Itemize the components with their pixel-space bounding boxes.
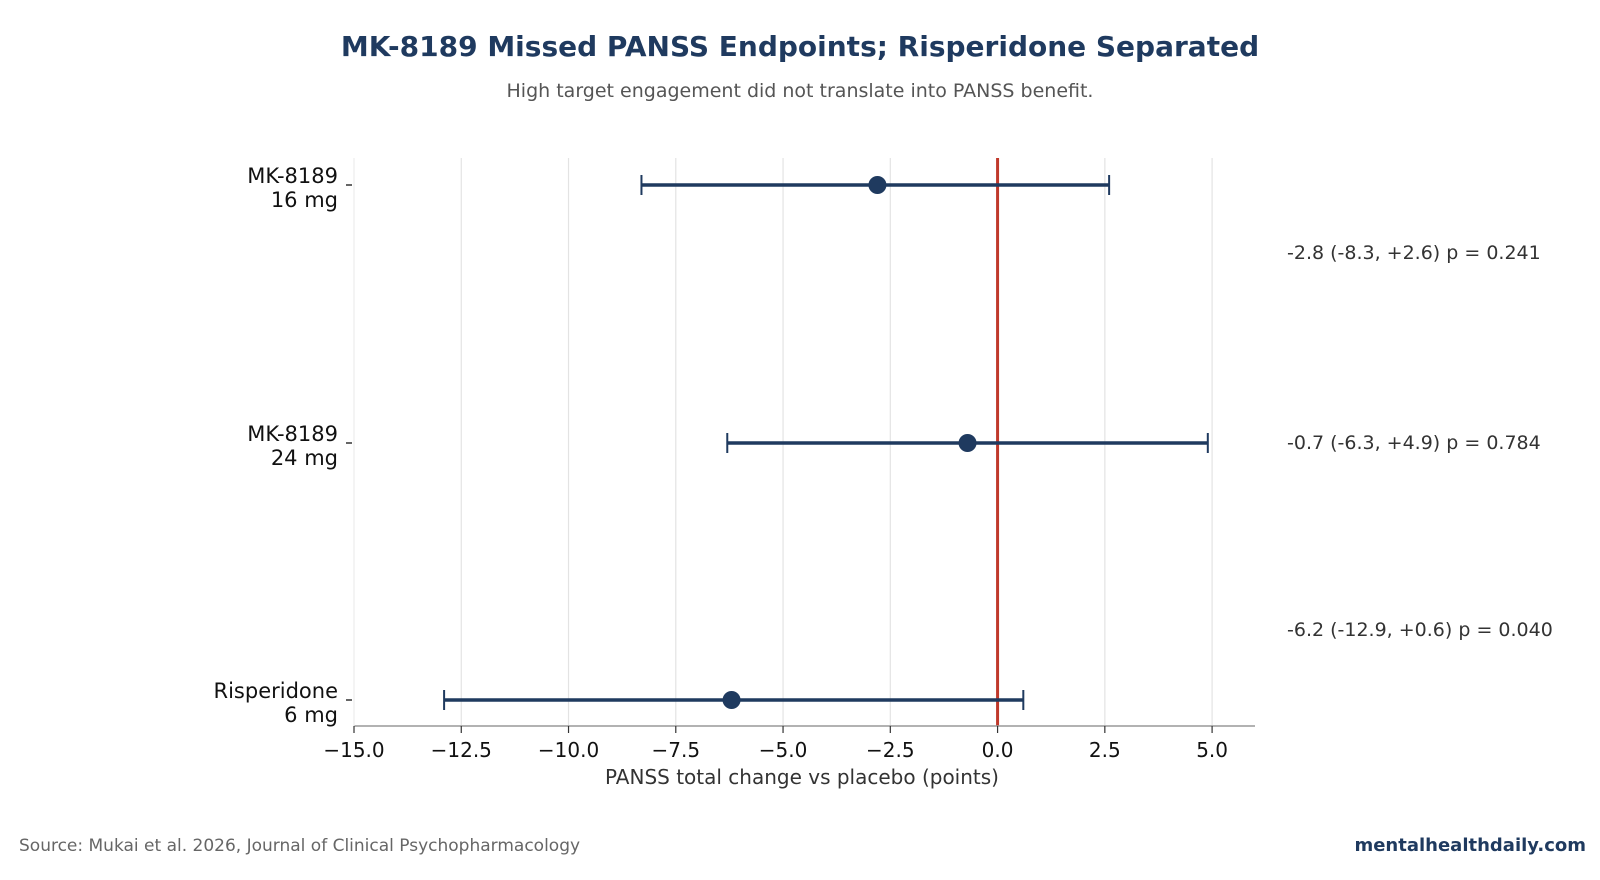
x-tick-label-5: −2.5 bbox=[866, 738, 915, 762]
brand-link[interactable]: mentalhealthdaily.com bbox=[1354, 835, 1586, 856]
source-note: Source: Mukai et al. 2026, Journal of Cl… bbox=[19, 836, 581, 856]
x-tick-label-0: −15.0 bbox=[323, 738, 384, 762]
estimate-point-0 bbox=[868, 176, 887, 194]
x-axis-label: PANSS total change vs placebo (points) bbox=[605, 765, 999, 789]
row-label-line1-2: Risperidone bbox=[214, 679, 339, 703]
row-label-line1-1: MK-8189 bbox=[247, 422, 338, 446]
row-annotation-1: -0.7 (-6.3, +4.9) p = 0.784 bbox=[1287, 432, 1541, 454]
x-tick-label-4: −5.0 bbox=[759, 738, 808, 762]
chart-subtitle: High target engagement did not translate… bbox=[506, 80, 1094, 102]
annotations: -2.8 (-8.3, +2.6) p = 0.241 -0.7 (-6.3, +… bbox=[1287, 242, 1553, 641]
estimate-point-1 bbox=[958, 434, 977, 452]
row-label-line2-1: 24 mg bbox=[271, 446, 338, 470]
row-label-line2-0: 16 mg bbox=[271, 188, 338, 212]
x-tick-label-1: −12.5 bbox=[431, 738, 492, 762]
rows-layer bbox=[443, 175, 1209, 710]
row-label-line2-2: 6 mg bbox=[284, 703, 338, 727]
row-annotation-2: -6.2 (-12.9, +0.6) p = 0.040 bbox=[1287, 619, 1553, 641]
x-tick-label-3: −7.5 bbox=[651, 738, 700, 762]
estimate-point-2 bbox=[722, 691, 741, 709]
chart-title: MK-8189 Missed PANSS Endpoints; Risperid… bbox=[340, 30, 1260, 63]
row-label-line1-0: MK-8189 bbox=[247, 164, 338, 188]
x-tick-label-8: 5.0 bbox=[1196, 738, 1228, 762]
x-tick-label-6: 0.0 bbox=[982, 738, 1014, 762]
x-tick-label-2: −10.0 bbox=[538, 738, 599, 762]
x-tick-label-7: 2.5 bbox=[1089, 738, 1121, 762]
row-annotation-0: -2.8 (-8.3, +2.6) p = 0.241 bbox=[1287, 242, 1541, 264]
x-axis: −15.0 −12.5 −10.0 −7.5 −5.0 −2.5 0.0 2.5 5.0 bbox=[323, 158, 1255, 762]
